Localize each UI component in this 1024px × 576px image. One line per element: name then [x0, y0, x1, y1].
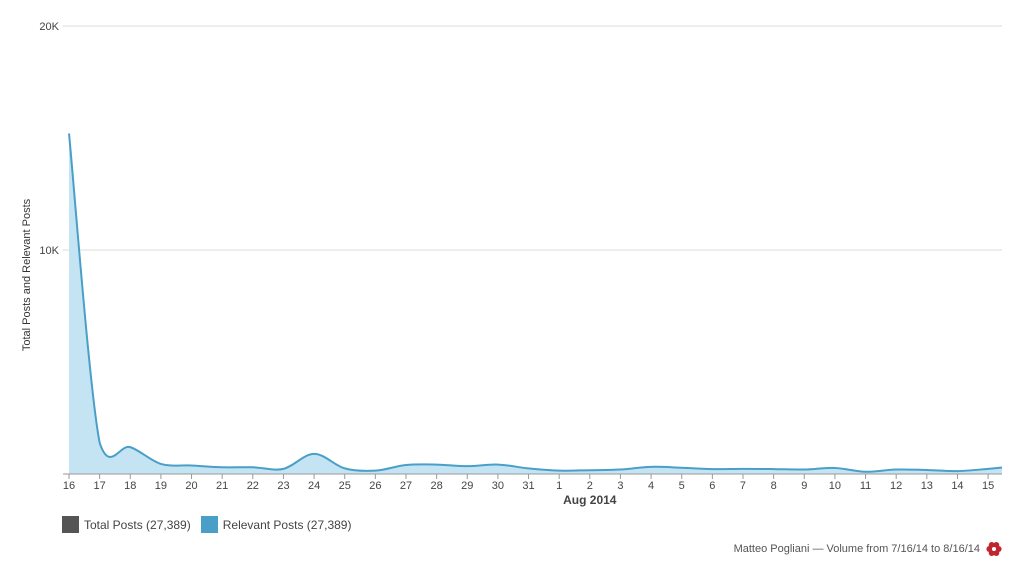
x-tick-label: 13: [921, 480, 933, 492]
flower-logo-icon: [986, 542, 1002, 556]
legend: Total Posts (27,389) Relevant Posts (27,…: [62, 516, 351, 533]
x-tick-label: 11: [860, 480, 871, 492]
x-tick-label: 9: [801, 480, 807, 492]
logo-petal: [993, 549, 1000, 556]
x-tick-label: 10: [829, 480, 841, 492]
x-tick-label: 12: [890, 480, 902, 492]
x-tick-label: 19: [155, 480, 167, 492]
y-axis-title: Total Posts and Relevant Posts: [21, 198, 33, 351]
y-axis-ticks: 10K 20K: [39, 21, 59, 257]
x-tick-label: 15: [982, 480, 994, 492]
x-tick-label: 16: [63, 480, 75, 492]
x-tick-label: 5: [679, 480, 685, 492]
x-tick-label: 17: [94, 480, 106, 492]
y-tick-label: 10K: [39, 245, 59, 257]
x-tick-label: 30: [492, 480, 504, 492]
legend-swatch-relevant-posts: [200, 516, 218, 533]
x-tick-label: 22: [247, 480, 259, 492]
relevant-posts-area: [69, 133, 1002, 474]
x-tick-label: 3: [617, 480, 623, 492]
x-tick-label: 4: [648, 480, 654, 492]
footer-credit: Matteo Pogliani — Volume from 7/16/14 to…: [734, 541, 1002, 557]
y-tick-label: 20K: [39, 21, 59, 33]
logo-petal: [993, 542, 1000, 549]
x-tick-label: 26: [369, 480, 381, 492]
x-tick-label: 7: [740, 480, 746, 492]
legend-label-relevant-posts: Relevant Posts (27,389): [222, 517, 352, 532]
legend-label-total-posts: Total Posts (27,389): [84, 517, 191, 532]
x-axis-month-label: Aug 2014: [563, 493, 617, 507]
legend-item-relevant-posts[interactable]: Relevant Posts (27,389): [200, 516, 352, 533]
x-tick-label: 8: [771, 480, 777, 492]
x-tick-label: 31: [522, 480, 534, 492]
x-tick-label: 20: [185, 480, 197, 492]
logo-petal: [988, 542, 995, 549]
legend-item-total-posts[interactable]: Total Posts (27,389): [62, 516, 191, 533]
x-tick-label: 28: [431, 480, 443, 492]
x-tick-label: 6: [709, 480, 715, 492]
x-axis-ticks: 16 17 18 19 20 21 22 23 24 25 26 27 28 29 30 31 1 2 3 4 5 6 7 8…: [63, 474, 994, 492]
x-tick-label: 25: [339, 480, 351, 492]
grid-lines: [63, 25, 1002, 251]
x-tick-label: 27: [400, 480, 412, 492]
x-tick-label: 21: [216, 480, 228, 492]
relevant-posts-line: [68, 133, 1003, 473]
x-tick-label: 24: [308, 480, 320, 492]
logo-center: [992, 547, 996, 551]
x-tick-label: 29: [461, 480, 473, 492]
x-tick-label: 2: [587, 480, 593, 492]
legend-swatch-total-posts: [62, 516, 79, 533]
x-tick-label: 18: [124, 480, 136, 492]
x-tick-label: 23: [277, 480, 289, 492]
footer-text: Matteo Pogliani — Volume from 7/16/14 to…: [733, 543, 980, 555]
x-tick-label: 14: [951, 480, 963, 492]
x-tick-label: 1: [556, 480, 562, 492]
